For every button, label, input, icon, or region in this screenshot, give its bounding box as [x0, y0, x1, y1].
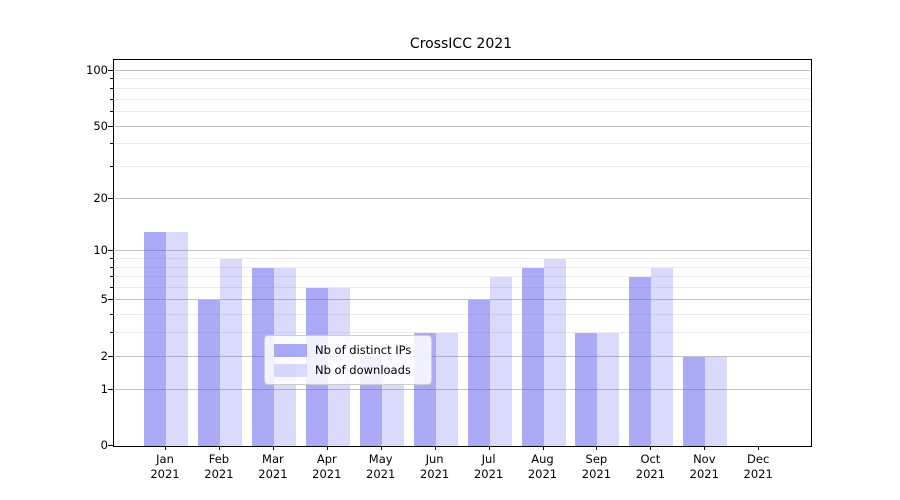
minor-gridline	[114, 257, 811, 259]
minor-gridline	[114, 286, 811, 288]
legend: Nb of distinct IPs Nb of downloads	[264, 335, 432, 385]
x-tick-mark	[326, 446, 328, 450]
x-tick-mark	[704, 446, 706, 450]
y-minor-tick-mark	[110, 166, 113, 167]
y-tick-mark	[108, 445, 113, 446]
minor-gridline	[114, 87, 811, 89]
y-minor-tick-mark	[110, 332, 113, 334]
major-gridline	[114, 388, 811, 390]
bar-downloads-jan	[166, 231, 188, 446]
x-tick-label-jul: Jul 2021	[473, 452, 504, 481]
y-minor-tick-mark	[110, 257, 113, 259]
minor-gridline	[114, 266, 811, 268]
y-tick-label: 50	[93, 118, 108, 133]
major-gridline	[114, 197, 811, 199]
x-tick-label-jan: Jan 2021	[150, 452, 180, 481]
x-tick-mark	[650, 446, 652, 450]
minor-gridline	[114, 314, 811, 316]
y-tick-label: 10	[93, 243, 108, 258]
bar-downloads-feb	[219, 258, 242, 446]
y-tick-mark	[108, 299, 113, 301]
y-tick-mark	[108, 355, 113, 357]
x-tick-label-apr: Apr 2021	[312, 452, 342, 481]
bar-downloads-nov	[705, 356, 728, 446]
bar-distinct-ips-nov	[683, 356, 706, 446]
x-tick-mark	[272, 446, 274, 450]
y-minor-tick-mark	[110, 314, 113, 316]
bar-downloads-aug	[543, 258, 566, 446]
x-tick-mark	[542, 446, 544, 450]
x-tick-label-oct: Oct 2021	[635, 452, 666, 481]
y-tick-label: 0	[100, 438, 108, 452]
y-tick-label: 5	[100, 292, 108, 307]
y-tick-label: 2	[100, 348, 108, 363]
y-minor-tick-mark	[110, 266, 113, 268]
bar-downloads-oct	[651, 267, 674, 446]
bar-distinct-ips-oct	[629, 277, 652, 446]
y-tick-mark	[108, 197, 113, 199]
y-tick-mark	[108, 388, 113, 390]
bar-distinct-ips-feb	[197, 300, 220, 446]
x-tick-label-sep: Sep 2021	[581, 452, 612, 481]
major-gridline	[114, 70, 811, 71]
x-tick-mark	[758, 446, 760, 450]
y-minor-tick-mark	[110, 276, 113, 277]
y-minor-tick-mark	[110, 286, 113, 288]
x-tick-label-jun: Jun 2021	[419, 452, 450, 481]
major-gridline	[114, 355, 811, 357]
bar-distinct-ips-mar	[251, 267, 274, 446]
legend-row: Nb of distinct IPs	[274, 343, 422, 357]
x-tick-label-may: May 2021	[366, 452, 396, 481]
y-minor-tick-mark	[110, 143, 113, 145]
x-tick-label-aug: Aug 2021	[527, 452, 558, 481]
x-tick-mark	[488, 446, 490, 450]
major-gridline	[114, 250, 811, 252]
minor-gridline	[114, 276, 811, 277]
x-tick-label-nov: Nov 2021	[689, 452, 719, 481]
major-gridline	[114, 125, 811, 127]
x-tick-mark	[218, 446, 220, 450]
x-tick-mark	[380, 446, 382, 450]
y-minor-tick-mark	[110, 78, 113, 80]
bar-downloads-jul	[489, 277, 512, 446]
minor-gridline	[114, 98, 811, 100]
bar-distinct-ips-sep	[575, 333, 598, 446]
bar-downloads-sep	[597, 333, 620, 446]
legend-label: Nb of distinct IPs	[315, 343, 412, 357]
legend-label: Nb of downloads	[315, 363, 411, 377]
x-tick-mark	[165, 446, 166, 450]
minor-gridline	[114, 332, 811, 334]
y-tick-mark	[108, 250, 113, 252]
bar-distinct-ips-aug	[521, 267, 544, 446]
x-tick-mark	[596, 446, 598, 450]
y-minor-tick-mark	[110, 110, 113, 112]
x-tick-label-mar: Mar 2021	[258, 452, 288, 481]
legend-row: Nb of downloads	[274, 363, 422, 377]
y-minor-tick-mark	[110, 87, 113, 89]
y-tick-label: 20	[93, 190, 108, 205]
legend-swatch-icon	[274, 343, 307, 357]
legend-swatch-icon	[274, 363, 307, 377]
x-tick-mark	[434, 446, 436, 450]
plot-area	[113, 59, 812, 447]
bar-distinct-ips-jul	[467, 300, 490, 446]
major-gridline	[114, 299, 811, 301]
y-tick-label: 100	[86, 63, 108, 77]
x-tick-label-feb: Feb 2021	[204, 452, 234, 481]
x-tick-label-dec: Dec 2021	[743, 452, 773, 481]
minor-gridline	[114, 166, 811, 167]
bar-distinct-ips-jan	[144, 231, 166, 446]
bar-downloads-jun	[435, 333, 458, 446]
minor-gridline	[114, 143, 811, 145]
y-tick-mark	[108, 70, 113, 71]
chart-title: CrossICC 2021	[409, 36, 513, 52]
minor-gridline	[114, 78, 811, 80]
minor-gridline	[114, 110, 811, 112]
y-tick-label: 1	[100, 381, 108, 396]
y-tick-mark	[108, 125, 113, 127]
y-minor-tick-mark	[110, 98, 113, 100]
